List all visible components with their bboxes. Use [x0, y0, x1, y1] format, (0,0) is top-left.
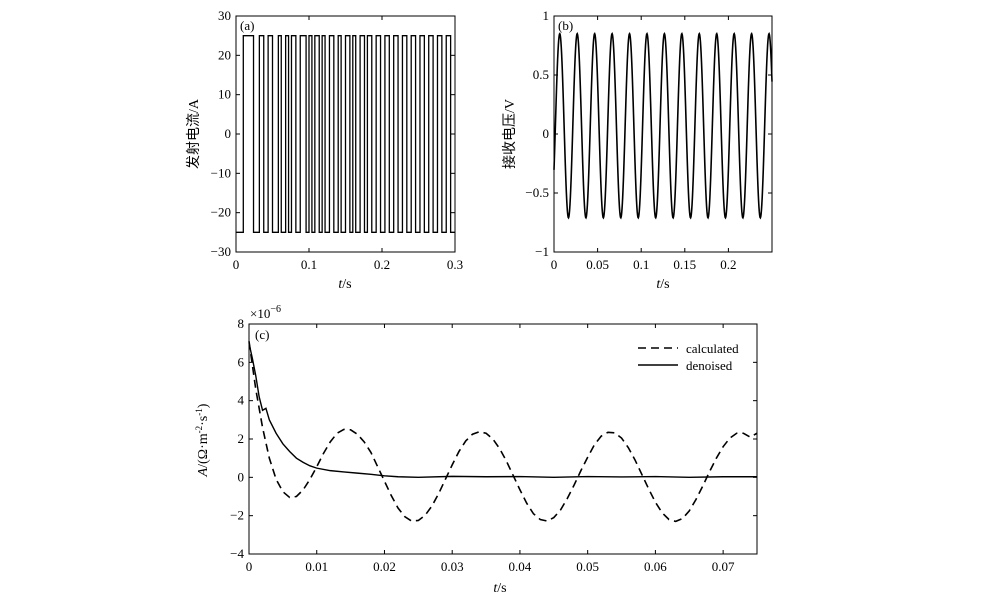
y-tick-label: −10: [211, 165, 231, 180]
y-tick-label: 2: [238, 431, 245, 446]
y-tick-label: 20: [218, 47, 231, 62]
x-tick-label: 0.05: [586, 257, 609, 272]
x-tick-label: 0.2: [374, 257, 390, 272]
panel-a-series: [236, 35, 455, 233]
x-tick-label: 0.15: [673, 257, 696, 272]
panel-a-ticks: 0 0.1 0.2 0.3 −30 −20 −10 0 10 20 30: [211, 8, 463, 272]
panel-b-series: [553, 32, 773, 220]
x-tick-label: 0: [551, 257, 558, 272]
panel-b-receive-voltage: 0 0.05 0.1 0.15 0.2 −1 −0.5 0 0.5 1 (b) t/s 接收电压/…: [501, 8, 773, 292]
x-tick-label: 0: [233, 257, 240, 272]
y-tick-label: −4: [230, 546, 244, 561]
y-tick-label: 0: [543, 126, 550, 141]
panel-c-series: [248, 341, 758, 523]
x-tick-label: 0.1: [633, 257, 649, 272]
x-tick-label: 0.01: [305, 559, 328, 574]
y-tick-label: 0: [225, 126, 232, 141]
calculated-line: [248, 341, 758, 523]
y-tick-label: 6: [238, 354, 245, 369]
denoised-line: [248, 343, 757, 479]
y-tick-label: 1: [543, 8, 550, 23]
y-tick-label: 0.5: [533, 67, 549, 82]
legend-denoised-label: denoised: [686, 358, 733, 373]
panel-c-legend: calculated denoised: [638, 341, 739, 373]
panel-b-x-axis-label: t/s: [656, 277, 669, 292]
panel-c-x-axis-label: t/s: [493, 581, 506, 596]
x-tick-label: 0.3: [447, 257, 463, 272]
y-tick-label: 8: [238, 316, 245, 331]
x-tick-label: 0.2: [720, 257, 736, 272]
y-tick-label: −1: [535, 244, 549, 259]
panel-c-scale-factor: ×10−6: [250, 304, 281, 321]
x-tick-label: 0.06: [644, 559, 667, 574]
x-tick-label: 0.03: [441, 559, 464, 574]
panel-b-ticks: 0 0.05 0.1 0.15 0.2 −1 −0.5 0 0.5 1: [525, 8, 772, 272]
panel-c-response-comparison: 0 0.01 0.02 0.03 0.04 0.05 0.06 0.07 −4 −2 0 2 4 6 8 (…: [194, 304, 758, 596]
transmit-current-line: [236, 35, 455, 233]
panel-b-label: (b): [558, 18, 573, 33]
panel-a-y-axis-label: 发射电流/A: [186, 98, 202, 169]
y-tick-label: 4: [238, 393, 245, 408]
y-tick-label: −20: [211, 205, 231, 220]
x-tick-label: 0.02: [373, 559, 396, 574]
y-tick-label: −0.5: [525, 185, 549, 200]
y-tick-label: −2: [230, 508, 244, 523]
panel-c-ticks: 0 0.01 0.02 0.03 0.04 0.05 0.06 0.07 −4 −2 0 2 4 6 8: [230, 316, 757, 574]
panel-a-label: (a): [240, 18, 254, 33]
panel-c-label: (c): [255, 327, 269, 342]
x-tick-label: 0.1: [301, 257, 317, 272]
panel-c-plot-frame: [248, 323, 758, 555]
panel-a-x-axis-label: t/s: [338, 277, 351, 292]
y-tick-label: −30: [211, 244, 231, 259]
panel-b-y-axis-label: 接收电压/V: [501, 99, 518, 169]
y-tick-label: 10: [218, 87, 231, 102]
x-tick-label: 0.07: [712, 559, 735, 574]
y-tick-label: 0: [238, 469, 245, 484]
y-tick-label: 30: [218, 8, 231, 23]
panel-a-transmit-current: 0 0.1 0.2 0.3 −30 −20 −10 0 10 20 30 (a) t/s 发射电流/…: [186, 8, 463, 292]
panel-c-y-axis-label: A/(Ω·m-2·s-1): [194, 403, 211, 477]
legend-calculated-label: calculated: [686, 341, 739, 356]
x-tick-label: 0: [246, 559, 253, 574]
receive-voltage-line: [553, 32, 773, 220]
x-tick-label: 0.05: [576, 559, 599, 574]
x-tick-label: 0.04: [509, 559, 532, 574]
